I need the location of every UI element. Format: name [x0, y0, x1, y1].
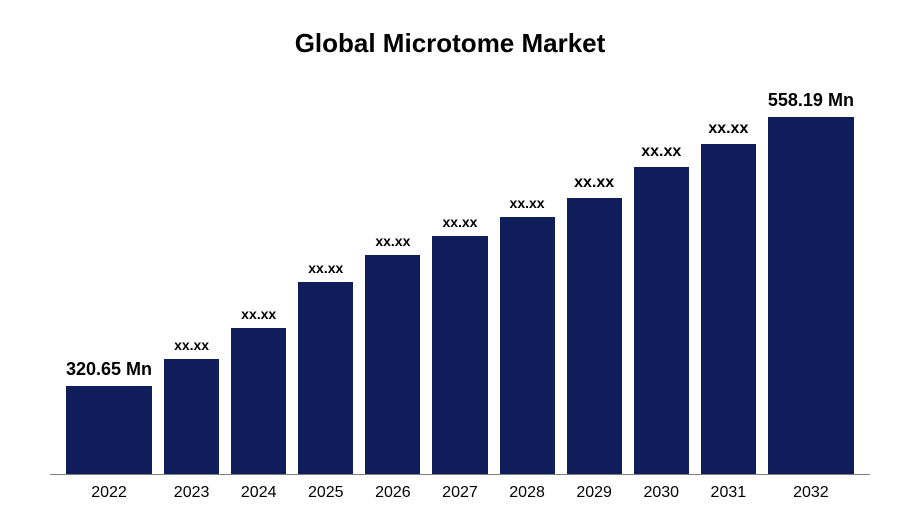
bar — [298, 282, 353, 474]
bar-value-label: xx.xx — [574, 174, 614, 192]
chart-title: Global Microtome Market — [0, 0, 900, 59]
bar — [701, 144, 756, 474]
bar — [231, 328, 286, 474]
bar-value-label: 558.19 Mn — [768, 90, 854, 111]
x-axis-label: 2031 — [711, 484, 747, 502]
x-axis-label: 2030 — [643, 484, 679, 502]
bars-container: 320.65 Mn 2022 xx.xx 2023 xx.xx 2024 xx.… — [50, 90, 870, 474]
x-axis-label: 2028 — [509, 484, 545, 502]
bar-value-label: xx.xx — [442, 214, 477, 230]
bar-group: xx.xx 2031 — [701, 90, 756, 474]
bar-group: xx.xx 2026 — [365, 90, 420, 474]
bar-value-label: xx.xx — [641, 143, 681, 161]
bar-group: xx.xx 2024 — [231, 90, 286, 474]
bar-group: 558.19 Mn 2032 — [768, 90, 854, 474]
bar-group: xx.xx 2027 — [432, 90, 487, 474]
x-axis-label: 2026 — [375, 484, 411, 502]
bar-value-label: xx.xx — [241, 306, 276, 322]
bar-group: xx.xx 2028 — [500, 90, 555, 474]
bar-value-label: xx.xx — [510, 195, 545, 211]
x-axis-label: 2022 — [91, 484, 127, 502]
bar-group: 320.65 Mn 2022 — [66, 90, 152, 474]
bar — [432, 236, 487, 474]
bar — [634, 167, 689, 474]
bar — [768, 117, 854, 474]
bar — [66, 386, 152, 474]
bar-group: xx.xx 2029 — [567, 90, 622, 474]
bar — [365, 255, 420, 474]
bar-value-label: 320.65 Mn — [66, 359, 152, 380]
bar-value-label: xx.xx — [174, 337, 209, 353]
bar — [567, 198, 622, 474]
bar-group: xx.xx 2025 — [298, 90, 353, 474]
bar — [164, 359, 219, 474]
chart-area: 320.65 Mn 2022 xx.xx 2023 xx.xx 2024 xx.… — [50, 90, 870, 475]
x-axis-label: 2027 — [442, 484, 478, 502]
bar-value-label: xx.xx — [708, 120, 748, 138]
bar-group: xx.xx 2030 — [634, 90, 689, 474]
bar-group: xx.xx 2023 — [164, 90, 219, 474]
bar-value-label: xx.xx — [375, 233, 410, 249]
x-axis-label: 2024 — [241, 484, 277, 502]
x-axis-label: 2025 — [308, 484, 344, 502]
x-axis-label: 2029 — [576, 484, 612, 502]
bar-value-label: xx.xx — [308, 260, 343, 276]
x-axis-label: 2032 — [793, 484, 829, 502]
x-axis-label: 2023 — [174, 484, 210, 502]
bar — [500, 217, 555, 474]
